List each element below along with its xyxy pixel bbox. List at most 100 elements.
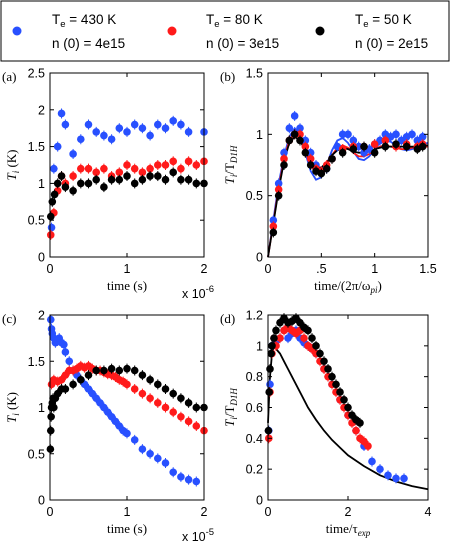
- data-point: [61, 385, 70, 393]
- y-tick-label: 0.8: [246, 370, 263, 384]
- legend-marker: [12, 26, 22, 36]
- legend-box: [0, 0, 450, 62]
- data-point: [392, 474, 400, 483]
- data-point: [138, 371, 147, 379]
- data-point: [400, 474, 408, 483]
- panel: 0 1 2 0 0.5 1 1.5 2 2.5 (a) time (s) x 10-6 Ti (K): [2, 67, 214, 302]
- y-tick-label: 0: [256, 251, 263, 265]
- data-point: [370, 140, 379, 148]
- series-curve: [267, 131, 428, 258]
- data-point: [306, 161, 315, 169]
- data-point: [397, 136, 406, 145]
- data-point: [265, 388, 274, 396]
- data-point: [285, 136, 294, 145]
- data-point: [418, 132, 427, 141]
- data-point: [184, 399, 193, 407]
- data-point: [123, 364, 131, 373]
- data-point: [184, 475, 193, 484]
- data-point: [123, 380, 131, 389]
- data-point: [290, 112, 299, 120]
- data-point: [169, 117, 177, 125]
- data-point: [328, 155, 336, 163]
- data-point: [146, 131, 154, 140]
- data-point: [69, 186, 77, 195]
- data-point: [349, 145, 358, 153]
- data-point: [280, 148, 288, 157]
- data-point: [269, 222, 278, 231]
- data-point: [84, 371, 93, 379]
- data-point: [69, 150, 77, 158]
- x-tick-label: 1.5: [419, 262, 436, 276]
- y-tick-label: 1: [256, 339, 263, 353]
- data-point: [272, 326, 280, 335]
- data-point: [146, 172, 154, 180]
- data-point: [146, 375, 154, 384]
- data-point: [77, 135, 85, 144]
- x-tick-label: 1: [124, 505, 131, 519]
- y-tick-label: 0.4: [246, 432, 263, 446]
- x-tick-label: 0: [265, 505, 272, 519]
- data-point: [169, 157, 177, 166]
- data-point: [177, 412, 185, 421]
- data-point: [184, 417, 193, 426]
- data-point: [192, 179, 201, 188]
- data-point: [154, 399, 162, 407]
- data-point: [296, 130, 304, 139]
- x-tick-label: 1: [371, 262, 378, 276]
- data-point: [376, 136, 384, 145]
- data-point: [312, 342, 320, 350]
- data-point: [154, 380, 162, 389]
- data-point: [77, 164, 85, 173]
- data-point: [77, 179, 85, 188]
- data-point: [100, 131, 108, 140]
- panel-label: (b): [220, 69, 235, 84]
- data-point: [274, 179, 283, 188]
- data-point: [161, 403, 170, 412]
- panel: 0 1 2 0 0.5 1 1.5 2 (c) time (s) x 10-5 Ti (K): [2, 309, 214, 545]
- data-point: [336, 388, 344, 396]
- y-tick-label: 2: [38, 309, 45, 323]
- data-point: [47, 412, 55, 421]
- x-multiplier: x 10-5: [182, 527, 214, 544]
- data-point: [69, 172, 77, 180]
- legend-label: Te = 50 K: [355, 12, 412, 30]
- data-point: [274, 191, 283, 200]
- y-tick-label: 1: [38, 401, 45, 415]
- data-point: [338, 148, 347, 157]
- data-point: [324, 365, 332, 373]
- data-point: [115, 366, 124, 375]
- data-point: [317, 169, 326, 178]
- data-point: [304, 326, 312, 335]
- data-point: [267, 349, 276, 358]
- data-point: [266, 365, 274, 373]
- data-point: [296, 136, 304, 145]
- x-tick-label: 1: [124, 262, 131, 276]
- data-point: [322, 164, 331, 173]
- data-point: [50, 164, 58, 173]
- data-point: [301, 148, 310, 157]
- data-point: [177, 175, 185, 184]
- data-point: [370, 148, 379, 157]
- legend-entry: Te = 430 K n (0) = 4e15: [12, 12, 125, 51]
- data-point: [130, 120, 139, 129]
- data-point: [344, 403, 352, 412]
- y-tick-label: 2.5: [28, 67, 45, 81]
- data-point: [301, 136, 310, 145]
- data-point: [115, 124, 124, 132]
- legend-entry: Te = 80 K n (0) = 3e15: [167, 12, 279, 51]
- y-tick-label: 0.2: [246, 463, 263, 477]
- data-point: [138, 389, 147, 398]
- data-point: [308, 334, 316, 342]
- series-curve: [267, 135, 428, 258]
- data-point: [154, 172, 162, 180]
- data-point: [316, 349, 324, 358]
- panel: 0 2 4 0 0.2 0.4 0.6 0.8 1 1.2 (d) time/τexp Ti/TD1H: [220, 309, 432, 539]
- x-axis-label: time (s): [107, 278, 147, 293]
- data-point: [349, 136, 358, 145]
- data-point: [266, 380, 274, 389]
- data-point: [84, 179, 93, 188]
- data-point: [332, 380, 340, 389]
- data-point: [184, 128, 193, 136]
- data-point: [276, 334, 284, 342]
- y-tick-label: 0.5: [28, 447, 45, 461]
